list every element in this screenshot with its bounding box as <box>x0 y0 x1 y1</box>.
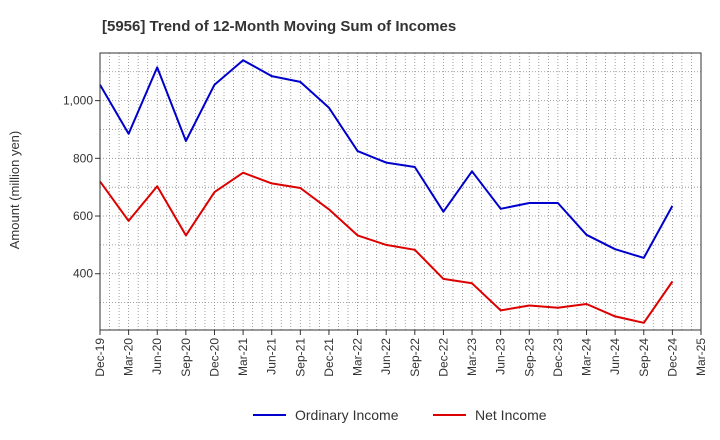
chart-title: [5956] Trend of 12-Month Moving Sum of I… <box>102 18 456 35</box>
x-tick-label: Sep-23 <box>522 338 536 377</box>
ordinary-income-line <box>99 59 674 259</box>
y-axis-ticks: 400 600 800 1,000 <box>63 94 100 281</box>
x-tick-label: Dec-24 <box>665 338 679 377</box>
net-income-line <box>99 171 674 324</box>
x-tick-label: Mar-21 <box>236 338 250 376</box>
y-tick-label: 800 <box>73 151 93 165</box>
x-tick-label: Dec-22 <box>436 338 450 377</box>
legend-label-net-income: Net Income <box>475 407 547 423</box>
x-tick-label: Jun-21 <box>265 338 279 375</box>
x-tick-label: Jun-20 <box>150 338 164 375</box>
x-tick-label: Mar-25 <box>694 338 708 376</box>
y-tick-label: 600 <box>73 209 93 223</box>
x-tick-label: Mar-20 <box>122 338 136 376</box>
plot-area-frame <box>99 52 702 331</box>
grid-lines <box>99 53 702 330</box>
x-tick-label: Dec-20 <box>207 338 221 377</box>
x-tick-label: Sep-21 <box>293 338 307 377</box>
x-tick-label: Dec-23 <box>551 338 565 377</box>
x-tick-label: Jun-23 <box>494 338 508 375</box>
x-tick-label: Sep-22 <box>408 338 422 377</box>
series-lines <box>99 59 674 324</box>
x-tick-label: Jun-22 <box>379 338 393 375</box>
x-tick-label: Sep-24 <box>637 338 651 377</box>
x-tick-label: Sep-20 <box>179 338 193 377</box>
legend-label-ordinary-income: Ordinary Income <box>295 407 399 423</box>
x-tick-label: Mar-22 <box>351 338 365 376</box>
legend: Ordinary Income Net Income <box>253 407 547 423</box>
x-tick-label: Dec-21 <box>322 338 336 377</box>
y-tick-label: 400 <box>73 267 93 281</box>
x-tick-label: Jun-24 <box>608 338 622 375</box>
x-axis-ticks: Dec-19 Mar-20 Jun-20 Sep-20 Dec-20 Mar-21 Jun-… <box>93 330 708 377</box>
x-tick-label: Mar-24 <box>580 338 594 376</box>
y-tick-label: 1,000 <box>63 94 93 108</box>
y-axis-label: Amount (million yen) <box>7 131 22 250</box>
x-tick-label: Mar-23 <box>465 338 479 376</box>
x-tick-label: Dec-19 <box>93 338 107 377</box>
